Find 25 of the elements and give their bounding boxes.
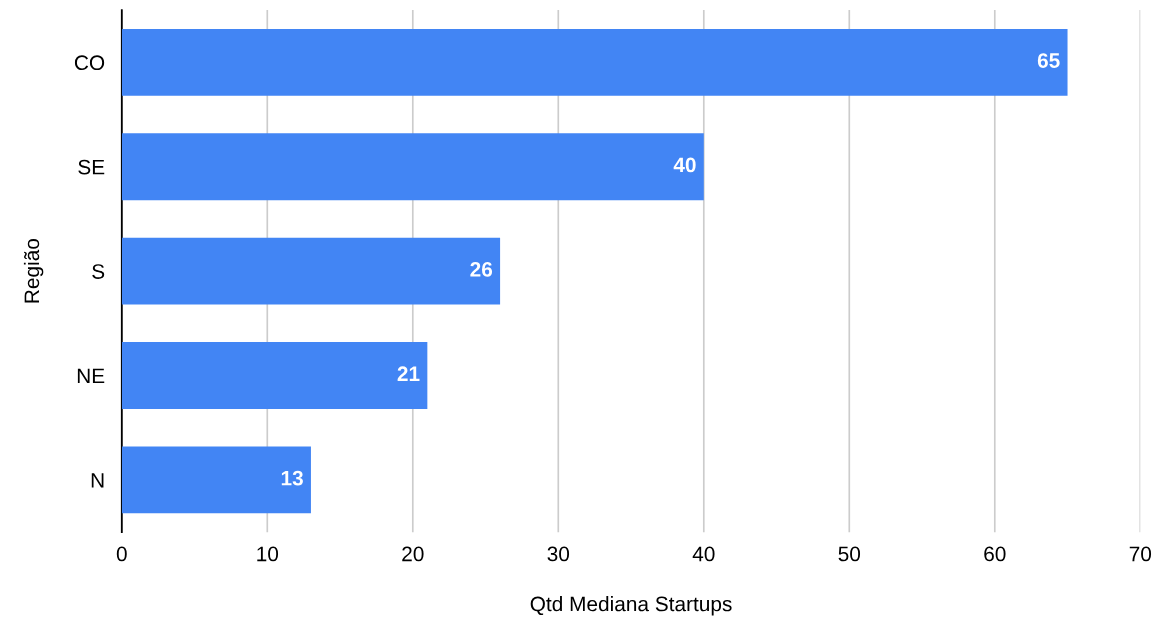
x-axis-title: Qtd Mediana Startups bbox=[530, 596, 732, 616]
x-tick-label: 70 bbox=[1129, 546, 1152, 562]
x-tick-label: 40 bbox=[692, 546, 715, 562]
y-tick-label: S bbox=[92, 264, 105, 279]
x-tick-label: 20 bbox=[402, 546, 424, 562]
y-axis-title: Região bbox=[23, 238, 44, 303]
bar bbox=[121, 446, 311, 514]
x-tick-label: 10 bbox=[257, 546, 279, 562]
x-tick-label: 60 bbox=[984, 546, 1006, 562]
data-label: 13 bbox=[281, 470, 303, 486]
x-tick-label: 50 bbox=[838, 546, 861, 562]
y-tick-label: SE bbox=[78, 159, 105, 175]
bar bbox=[121, 342, 428, 409]
data-label: 40 bbox=[673, 157, 696, 173]
bar bbox=[121, 28, 1068, 96]
data-label: 21 bbox=[397, 366, 420, 381]
y-tick-label: N bbox=[91, 473, 104, 488]
bar bbox=[121, 133, 704, 201]
y-tick-label: NE bbox=[77, 368, 105, 384]
data-label: 65 bbox=[1037, 53, 1060, 68]
x-tick-label: 30 bbox=[547, 546, 570, 562]
y-tick-label: CO bbox=[74, 55, 105, 71]
data-label: 26 bbox=[470, 261, 493, 277]
bar bbox=[121, 237, 501, 305]
x-tick-label: 0 bbox=[116, 546, 127, 562]
